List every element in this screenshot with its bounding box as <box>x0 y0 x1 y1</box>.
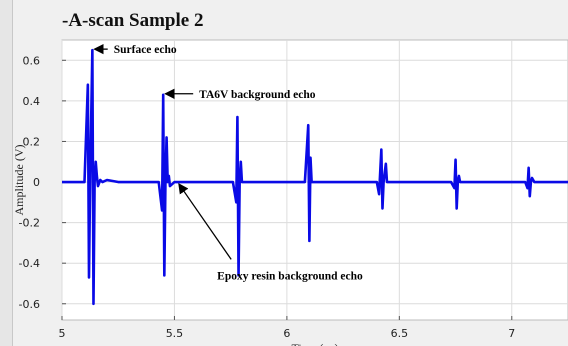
x-tick-label: 6.5 <box>391 327 409 340</box>
x-tick-label: 5.5 <box>166 327 184 340</box>
x-tick-label: 5 <box>59 327 66 340</box>
y-tick-label: -0.2 <box>19 217 40 230</box>
y-axis-label: Amplitude (V) <box>12 145 26 216</box>
y-tick-label: 0.6 <box>23 54 41 67</box>
y-tick-label: 0.2 <box>23 135 41 148</box>
series-line <box>62 48 568 306</box>
window-left-strip <box>0 0 12 346</box>
y-tick-label: -0.4 <box>19 257 40 270</box>
annotation-arrow <box>178 182 232 260</box>
annotation-label: Surface echo <box>114 44 177 56</box>
y-tick-label: 0.4 <box>23 95 41 108</box>
x-tick-label: 7 <box>508 327 515 340</box>
annotation-label: Epoxy resin background echo <box>217 270 363 282</box>
x-axis-label: Time (μs) <box>292 341 339 346</box>
chart-title: -A-scan Sample 2 <box>62 10 203 31</box>
window-left-divider <box>12 0 13 346</box>
y-tick-label: -0.6 <box>19 298 40 311</box>
y-tick-label: 0 <box>33 176 40 189</box>
x-tick-label: 6 <box>283 327 290 340</box>
annotation-label: TA6V background echo <box>199 89 316 101</box>
